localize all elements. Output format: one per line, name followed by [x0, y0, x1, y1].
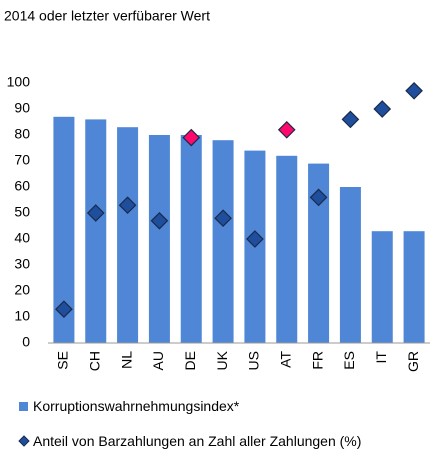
x-tick-label: CH — [86, 351, 102, 371]
y-tick-label: 30 — [14, 256, 30, 272]
x-tick-label: GR — [405, 351, 421, 372]
marker — [86, 204, 105, 222]
marker — [405, 81, 423, 100]
bar — [53, 116, 75, 343]
bar — [308, 163, 330, 343]
y-tick-label: 80 — [14, 126, 30, 142]
y-tick-label: 100 — [7, 74, 31, 90]
y-tick-label: 40 — [14, 230, 30, 246]
bar — [117, 127, 139, 343]
bar — [371, 231, 393, 343]
legend-swatch — [18, 435, 30, 447]
bar — [85, 119, 107, 344]
marker — [277, 120, 296, 139]
legend-square — [19, 402, 28, 411]
marker — [182, 128, 201, 147]
marker — [150, 211, 169, 230]
x-tick-label: SE — [55, 351, 71, 370]
legend-label: Korruptionswahrnehmungsindex* — [33, 398, 240, 414]
x-tick-label: AT — [277, 351, 293, 368]
bar — [180, 135, 202, 343]
x-tick-label: DE — [182, 351, 198, 370]
x-tick-label: AU — [150, 351, 166, 370]
legend-item: Anteil von Barzahlungen an Zahl aller Za… — [18, 432, 438, 450]
marker — [214, 209, 232, 228]
marker — [309, 188, 328, 207]
bar — [212, 140, 234, 343]
legend-label: Anteil von Barzahlungen an Zahl aller Za… — [33, 433, 362, 449]
bar — [148, 135, 170, 343]
bar — [403, 231, 425, 343]
bar — [276, 155, 298, 343]
y-tick-label: 70 — [14, 152, 30, 168]
chart-subtitle: 2014 oder letzter verfübarer Wert — [4, 8, 210, 24]
y-tick-label: 60 — [14, 178, 30, 194]
legend-swatch — [19, 402, 28, 411]
marker — [373, 100, 392, 118]
y-tick-label: 50 — [14, 204, 30, 220]
y-tick-label: 90 — [14, 100, 30, 116]
legend-item: Korruptionswahrnehmungsindex* — [18, 397, 239, 415]
bar — [339, 187, 361, 343]
x-tick-label: US — [246, 351, 262, 370]
x-tick-label: ES — [341, 351, 357, 370]
chart: 2014 oder letzter verfübarer Wert 0 10 20 3… — [4, 8, 430, 372]
x-tick-label: UK — [214, 350, 230, 370]
marker — [55, 300, 73, 319]
x-tick-label: FR — [309, 351, 325, 370]
x-tick-label: IT — [373, 351, 389, 364]
x-tick-label: NL — [118, 351, 134, 369]
marker — [246, 230, 264, 248]
marker — [341, 110, 360, 129]
marker — [118, 196, 137, 215]
legend-diamond — [18, 435, 30, 447]
y-tick-label: 10 — [14, 308, 30, 324]
y-tick-label: 0 — [22, 334, 30, 350]
y-tick-label: 20 — [14, 282, 30, 298]
